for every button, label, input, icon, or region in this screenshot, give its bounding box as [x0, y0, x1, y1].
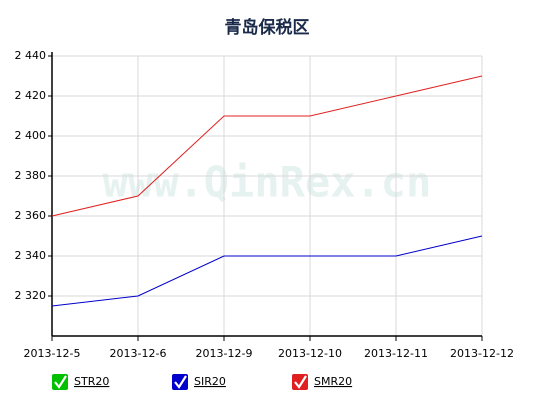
legend-label[interactable]: SMR20 — [314, 375, 352, 388]
legend-label[interactable]: SIR20 — [194, 375, 226, 388]
legend-label[interactable]: STR20 — [74, 375, 109, 388]
y-tick-label: 2 420 — [15, 89, 47, 102]
x-tick-label: 2013-12-9 — [196, 347, 253, 360]
y-tick-label: 2 440 — [15, 49, 47, 62]
x-tick-label: 2013-12-5 — [24, 347, 81, 360]
series-line — [51, 75, 483, 217]
watermark: www.QinRex.cn — [103, 158, 432, 207]
chart-title: 青岛保税区 — [225, 17, 310, 38]
y-tick-label: 2 380 — [15, 169, 47, 182]
legend-check — [174, 375, 187, 389]
x-tick-label: 2013-12-12 — [450, 347, 514, 360]
x-tick-label: 2013-12-11 — [364, 347, 428, 360]
y-tick-label: 2 340 — [15, 249, 47, 262]
y-tick-label: 2 320 — [15, 289, 47, 302]
legend-check — [294, 375, 307, 389]
x-tick-label: 2013-12-6 — [110, 347, 167, 360]
legend-check — [54, 375, 67, 389]
x-tick-label: 2013-12-10 — [278, 347, 342, 360]
y-tick-label: 2 400 — [15, 129, 47, 142]
y-tick-label: 2 360 — [15, 209, 47, 222]
series-line — [51, 235, 483, 307]
